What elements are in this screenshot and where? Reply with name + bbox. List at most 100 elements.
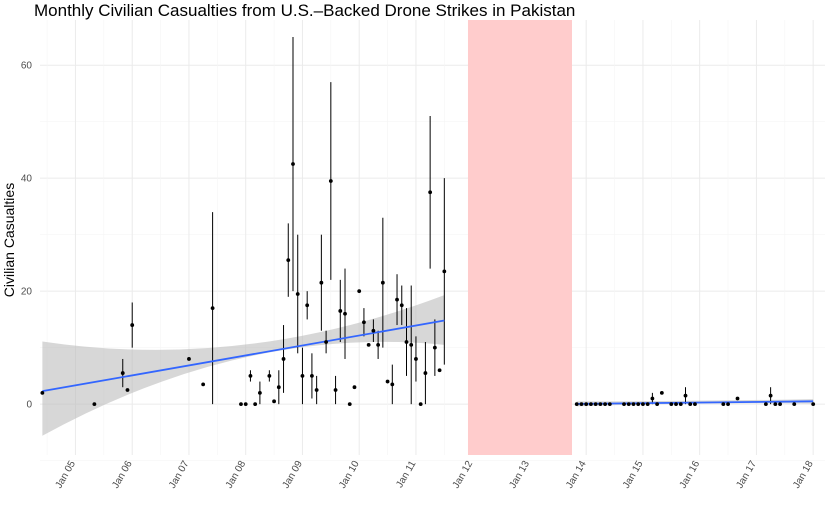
x-tick-label: Jan 15 bbox=[621, 459, 646, 491]
data-point bbox=[589, 402, 593, 407]
data-point bbox=[607, 402, 612, 407]
x-tick-label: Jan 16 bbox=[678, 459, 703, 491]
data-point bbox=[376, 342, 381, 347]
data-point bbox=[626, 402, 631, 407]
data-point bbox=[300, 374, 305, 378]
data-point bbox=[414, 357, 418, 361]
data-point bbox=[678, 402, 683, 407]
data-point bbox=[267, 374, 272, 378]
shaded-period bbox=[467, 20, 573, 455]
data-point bbox=[272, 399, 276, 404]
data-point bbox=[281, 357, 286, 361]
data-point bbox=[248, 374, 253, 378]
data-point bbox=[683, 393, 688, 398]
data-point bbox=[773, 402, 778, 407]
data-point bbox=[792, 402, 797, 407]
data-point bbox=[305, 303, 310, 308]
data-point bbox=[328, 179, 333, 183]
confidence-ribbon bbox=[42, 295, 445, 436]
x-tick-label: Jan 10 bbox=[337, 459, 362, 491]
data-point bbox=[130, 323, 135, 327]
data-point bbox=[201, 382, 206, 387]
data-point bbox=[655, 402, 660, 407]
data-point bbox=[659, 390, 664, 395]
data-point bbox=[291, 162, 295, 166]
y-tick-label: 40 bbox=[21, 174, 33, 185]
data-point bbox=[636, 402, 641, 407]
data-point bbox=[362, 320, 366, 325]
data-point bbox=[437, 368, 442, 373]
x-tick-label: Jan 07 bbox=[167, 459, 192, 491]
y-tick-labels: 0 20 40 60 bbox=[21, 61, 33, 411]
x-tick-label: Jan 14 bbox=[564, 459, 589, 491]
data-point bbox=[579, 402, 584, 407]
data-point bbox=[735, 396, 740, 401]
data-point bbox=[811, 402, 816, 407]
data-point bbox=[257, 390, 262, 395]
data-point bbox=[371, 328, 376, 333]
data-point bbox=[324, 340, 328, 344]
x-tick-label: Jan 05 bbox=[54, 459, 79, 491]
data-point bbox=[310, 374, 314, 378]
data-point bbox=[253, 402, 258, 407]
data-point bbox=[574, 402, 579, 407]
x-tick-label: Jan 17 bbox=[734, 459, 759, 491]
trend-line bbox=[42, 319, 445, 393]
data-point bbox=[399, 303, 404, 308]
data-point bbox=[688, 402, 693, 407]
x-tick-label: Jan 09 bbox=[281, 459, 306, 491]
x-tick-label: Jan 08 bbox=[224, 459, 249, 491]
data-point bbox=[210, 306, 215, 311]
data-point bbox=[366, 342, 371, 347]
data-point bbox=[693, 402, 697, 407]
data-point bbox=[352, 385, 357, 390]
data-point bbox=[674, 402, 678, 407]
chart-title: Monthly Civilian Casualties from U.S.–Ba… bbox=[34, 1, 575, 20]
data-point bbox=[347, 402, 352, 407]
y-tick-label: 0 bbox=[26, 400, 32, 411]
data-point bbox=[319, 280, 324, 285]
shaded-rect bbox=[467, 20, 573, 455]
data-point bbox=[390, 382, 395, 387]
data-point bbox=[333, 388, 338, 392]
x-tick-label: Jan 13 bbox=[507, 459, 532, 491]
data-point bbox=[404, 340, 409, 344]
data-point bbox=[276, 385, 281, 390]
data-point bbox=[295, 292, 300, 296]
data-point bbox=[669, 402, 674, 407]
data-point bbox=[726, 402, 730, 407]
x-tick-label: Jan 06 bbox=[110, 459, 135, 491]
data-points bbox=[40, 162, 816, 407]
data-point bbox=[641, 402, 645, 407]
data-point bbox=[385, 379, 390, 384]
x-tick-labels: Jan 05 Jan 06 Jan 07 Jan 08 Jan 09 Jan 10 Jan … bbox=[54, 459, 816, 491]
data-point bbox=[409, 342, 414, 347]
data-point bbox=[650, 396, 655, 401]
data-point bbox=[432, 345, 437, 350]
data-point bbox=[645, 402, 650, 407]
data-point bbox=[187, 357, 191, 361]
data-point bbox=[584, 402, 589, 407]
x-tick-label: Jan 12 bbox=[451, 459, 476, 491]
data-point bbox=[428, 190, 433, 195]
data-point bbox=[40, 390, 45, 395]
data-point bbox=[631, 402, 636, 407]
data-point bbox=[395, 297, 399, 302]
data-point bbox=[120, 371, 125, 375]
data-point bbox=[338, 309, 343, 313]
grid bbox=[40, 20, 825, 461]
data-point bbox=[286, 258, 291, 262]
data-point bbox=[622, 402, 626, 407]
data-point bbox=[239, 402, 243, 407]
data-point bbox=[593, 402, 598, 407]
x-tick-label: Jan 11 bbox=[394, 459, 418, 490]
data-point bbox=[442, 269, 447, 274]
confidence-ribbons bbox=[42, 295, 814, 436]
data-point bbox=[763, 402, 768, 407]
y-axis-label: Civilian Casualties bbox=[1, 183, 17, 297]
data-point bbox=[768, 393, 773, 398]
y-tick-label: 60 bbox=[21, 61, 33, 72]
y-tick-label: 20 bbox=[21, 287, 33, 298]
